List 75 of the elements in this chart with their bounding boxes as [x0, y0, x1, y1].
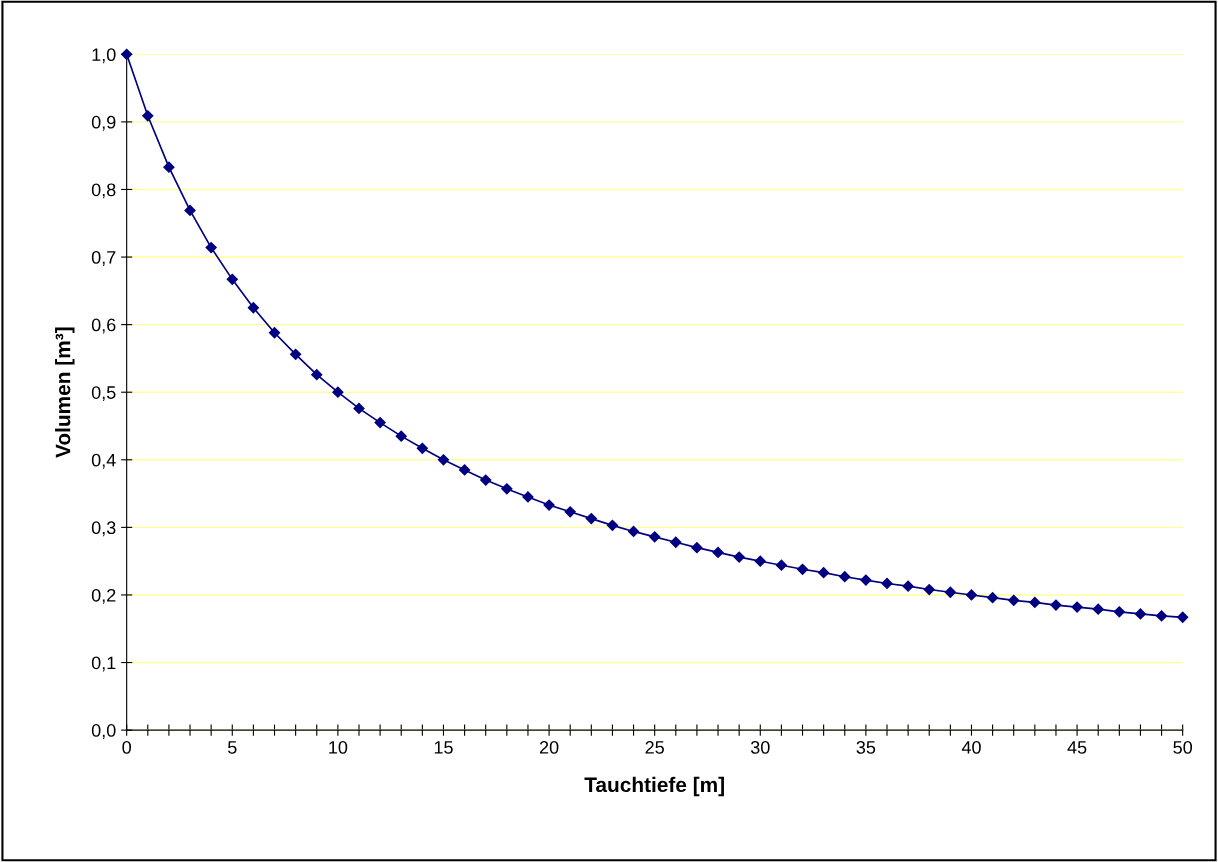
x-tick-label: 10: [329, 741, 348, 754]
x-tick-label: 15: [434, 741, 453, 754]
point: [332, 386, 344, 398]
y-tick-label: 0,0: [91, 724, 116, 739]
point: [839, 571, 851, 583]
point: [649, 531, 661, 543]
point: [1029, 596, 1041, 608]
point: [902, 580, 914, 592]
point: [311, 369, 323, 381]
x-tick-label: 25: [645, 741, 664, 754]
x-tick-label: 30: [750, 741, 770, 754]
point: [205, 241, 217, 254]
point: [796, 563, 809, 575]
point: [733, 551, 745, 563]
point: [1177, 611, 1189, 623]
y-axis-title: Volumen [m³]: [55, 327, 75, 458]
point: [775, 559, 788, 571]
point: [437, 454, 450, 466]
point: [606, 519, 619, 531]
point: [247, 302, 259, 314]
point: [1071, 601, 1083, 613]
point: [226, 273, 238, 285]
point: [268, 327, 281, 339]
y-tick-label: 0,4: [91, 453, 116, 469]
point: [754, 555, 766, 567]
point: [860, 574, 872, 586]
point: [290, 348, 302, 360]
y-tick-label: 0,3: [91, 521, 116, 537]
point: [416, 442, 428, 454]
y-tick-label: 0,8: [91, 183, 116, 199]
y-tick-label: 0,9: [91, 115, 116, 131]
point: [121, 48, 133, 60]
point: [142, 110, 154, 122]
point: [522, 491, 534, 503]
point: [627, 525, 640, 538]
point: [353, 402, 365, 415]
x-tick-label: 5: [227, 741, 237, 754]
y-tick-label: 0,5: [91, 386, 116, 402]
point: [585, 512, 597, 525]
x-tick-label: 45: [1067, 741, 1087, 754]
point: [458, 464, 471, 476]
point: [1008, 594, 1020, 606]
point: [986, 592, 999, 604]
point: [923, 583, 935, 596]
x-axis-title: Tauchtiefe [m]: [584, 776, 724, 797]
y-tick-label: 0,2: [91, 588, 116, 604]
point: [395, 430, 407, 442]
x-tick-label: 20: [539, 741, 559, 754]
y-tick-label: 0,7: [91, 250, 116, 266]
x-tick-label: 0: [122, 741, 131, 754]
point: [1050, 599, 1062, 611]
point: [818, 567, 830, 579]
x-tick-label: 50: [1173, 741, 1193, 754]
point: [564, 506, 576, 518]
point: [944, 586, 956, 598]
point: [543, 499, 555, 511]
point: [1155, 610, 1168, 622]
point: [480, 474, 492, 486]
x-tick-label: 40: [961, 741, 981, 754]
point: [163, 161, 175, 173]
point: [501, 483, 513, 495]
point: [881, 577, 893, 590]
y-tick-label: 1,0: [92, 48, 116, 64]
point: [184, 204, 196, 217]
point: [1134, 608, 1147, 620]
point: [712, 546, 724, 558]
y-tick-label: 0,6: [91, 318, 116, 334]
x-tick-label: 35: [856, 741, 876, 754]
point: [1113, 606, 1125, 618]
point: [965, 589, 978, 601]
point: [691, 542, 703, 554]
point: [374, 417, 386, 429]
point: [1092, 603, 1104, 615]
point: [670, 536, 682, 548]
y-tick-label: 0,1: [91, 656, 116, 672]
